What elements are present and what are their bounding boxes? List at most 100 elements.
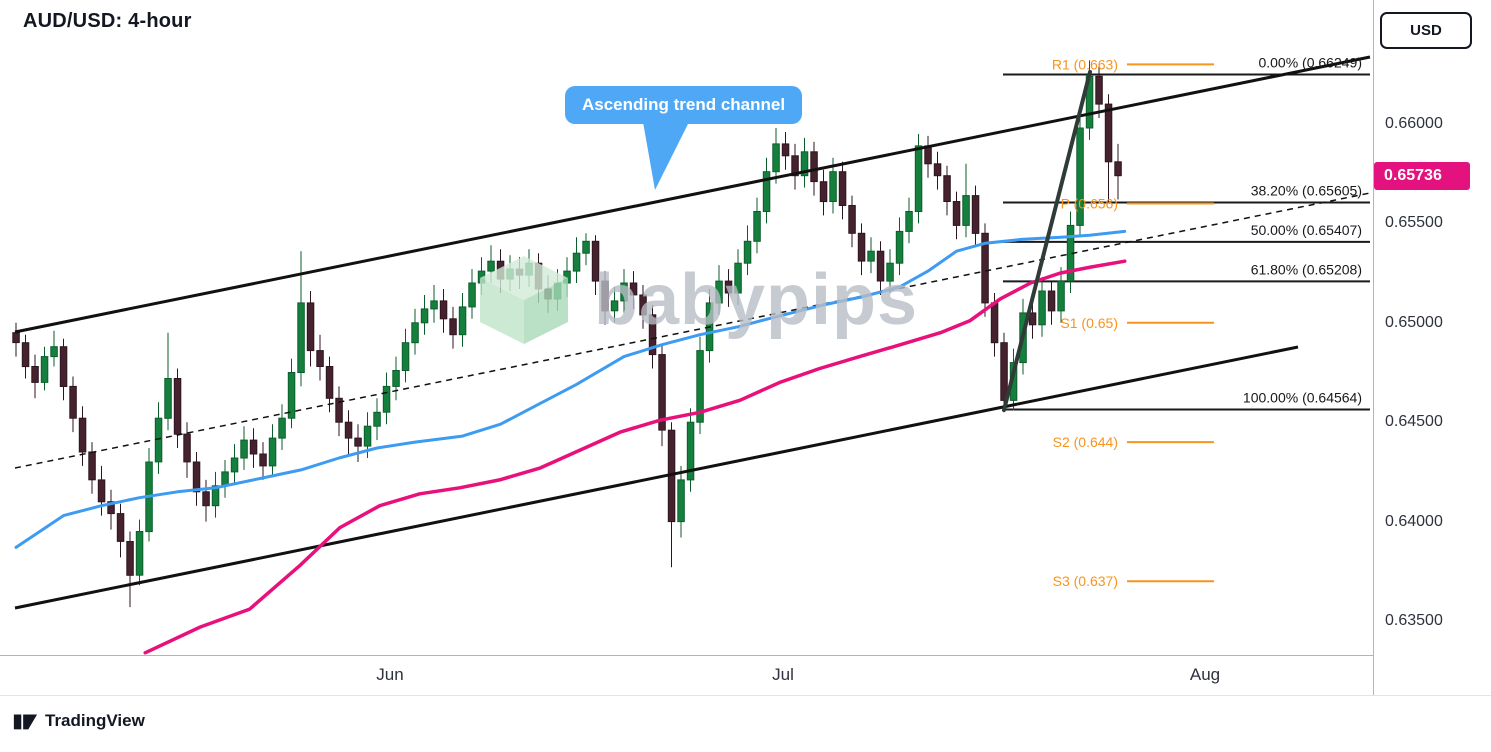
candle-body — [933, 163, 942, 177]
candle-body — [50, 346, 58, 358]
candle-body — [952, 201, 961, 226]
candle-body — [857, 232, 866, 262]
fib-label: 100.00% (0.64564) — [1243, 390, 1362, 406]
candle-body — [1000, 342, 1008, 401]
fib-label: 38.20% (0.65605) — [1251, 183, 1362, 199]
candle-body — [306, 302, 315, 352]
candle-body — [715, 280, 723, 304]
candle-body — [458, 306, 467, 336]
callout-label: Ascending trend channel — [565, 86, 803, 124]
candle-body — [259, 453, 267, 467]
candle-body — [895, 230, 904, 264]
candle-body — [601, 280, 609, 312]
candle-body — [610, 300, 619, 312]
candle-body — [468, 282, 476, 308]
page-title: AUD/USD: 4-hour — [23, 10, 192, 32]
price-tick-label: 0.63500 — [1385, 612, 1443, 629]
candle-body — [221, 471, 229, 487]
candle-body — [943, 175, 951, 202]
candle-body — [1028, 312, 1037, 326]
candle-body — [1057, 280, 1065, 312]
candle-body — [800, 151, 809, 177]
candle-body — [487, 260, 495, 272]
candle-body — [743, 240, 752, 264]
candle-body — [506, 268, 514, 280]
candle-body — [78, 417, 87, 453]
candle-body — [325, 366, 334, 399]
time-axis[interactable]: Jun Jul Aug — [0, 655, 1373, 696]
candle-body — [848, 205, 856, 234]
candle-body — [12, 332, 20, 344]
price-axis[interactable]: USD 0.65736 0.66000 0.65500 0.65000 0.64500… — [1373, 0, 1491, 695]
pivot-label: S2 (0.644) — [1053, 434, 1118, 450]
trend-channel-callout[interactable]: Ascending trend channel — [565, 86, 803, 190]
fib-label: 61.80% (0.65208) — [1251, 261, 1362, 277]
candle-body — [335, 397, 343, 423]
candle-body — [183, 433, 191, 463]
candle-body — [439, 300, 448, 320]
channel-upper-line[interactable] — [14, 55, 1371, 334]
candle-body — [591, 240, 600, 282]
candle-body — [249, 439, 258, 455]
pivot-label: R1 (0.663) — [1052, 56, 1118, 72]
candle-body — [107, 501, 115, 515]
candle-body — [981, 232, 989, 304]
tradingview-attribution[interactable]: TradingView — [12, 708, 145, 734]
candle-body — [40, 356, 49, 383]
tradingview-brand-text: TradingView — [45, 711, 145, 730]
candle-body — [164, 378, 172, 419]
candle-body — [867, 250, 875, 262]
candle-body — [629, 282, 638, 296]
swing-trendline[interactable] — [1002, 70, 1092, 412]
candle-body — [914, 145, 923, 212]
candle-body — [772, 143, 780, 173]
candle-body — [1076, 127, 1084, 226]
candle-body — [1114, 161, 1122, 177]
price-tick-label: 0.65500 — [1385, 214, 1443, 232]
candle-body — [287, 372, 296, 419]
tradingview-logo-icon — [13, 714, 38, 730]
pivot-levels: R1 (0.663) P (0.656) S1 (0.65) S2 (0.644) S3… — [1052, 56, 1214, 589]
candle-body — [88, 451, 96, 481]
price-tick-label: 0.64000 — [1385, 512, 1443, 530]
candle-body — [563, 270, 571, 284]
candle-body — [971, 195, 980, 234]
candle-body — [97, 479, 106, 503]
candle-body — [59, 346, 68, 388]
candle-body — [658, 354, 666, 431]
currency-button[interactable]: USD — [1380, 12, 1472, 49]
candle-body — [363, 425, 372, 447]
candle-body — [876, 250, 885, 282]
candle-body — [316, 350, 324, 368]
fib-retracement — [1003, 73, 1370, 411]
candle-body — [392, 370, 400, 387]
candle-body — [648, 314, 657, 356]
candle-body — [373, 411, 381, 427]
candle-body — [886, 262, 894, 282]
candle-body — [810, 151, 818, 183]
candle-body — [553, 282, 562, 300]
candle-body — [297, 302, 305, 373]
candle-body — [411, 322, 419, 344]
candle-body — [829, 171, 837, 202]
candle-body — [477, 270, 486, 284]
candle-body — [620, 282, 628, 302]
candle-body — [534, 262, 543, 290]
price-tick-label: 0.64500 — [1385, 413, 1443, 431]
candle-body — [240, 439, 248, 459]
candle-body — [762, 171, 771, 212]
chart-bottom-divider — [0, 695, 1491, 696]
candle-body — [192, 461, 201, 493]
candle-body — [639, 294, 647, 316]
candle-body — [572, 252, 581, 272]
candle-body — [230, 457, 239, 473]
candle-body — [69, 385, 77, 419]
candle-body — [544, 288, 552, 300]
channel-lower-line[interactable] — [14, 345, 1299, 610]
candle-body — [1047, 290, 1056, 312]
candle-body — [1038, 290, 1046, 326]
price-tick-label: 0.66000 — [1385, 115, 1443, 132]
candle-body — [515, 268, 524, 276]
candle-body — [135, 531, 144, 576]
candle-body — [126, 541, 134, 576]
